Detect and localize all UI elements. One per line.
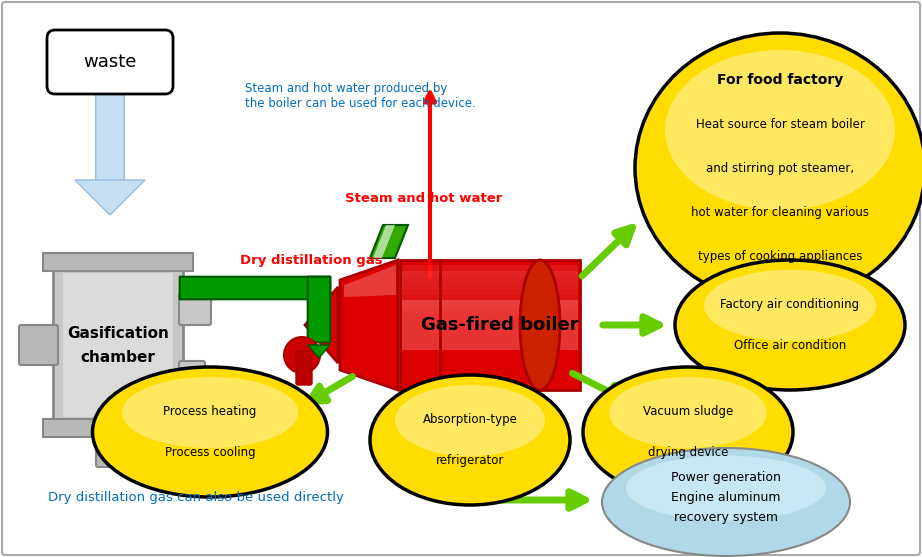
Polygon shape	[308, 345, 330, 358]
FancyBboxPatch shape	[402, 277, 578, 289]
Text: types of cooking appliances: types of cooking appliances	[698, 250, 862, 262]
FancyBboxPatch shape	[402, 283, 578, 295]
FancyBboxPatch shape	[402, 300, 578, 350]
Text: Factory air conditioning: Factory air conditioning	[720, 297, 859, 311]
FancyBboxPatch shape	[402, 265, 578, 277]
FancyBboxPatch shape	[96, 435, 140, 467]
FancyBboxPatch shape	[19, 325, 58, 365]
FancyBboxPatch shape	[96, 90, 124, 180]
FancyBboxPatch shape	[179, 361, 205, 387]
Text: Office air condition: Office air condition	[734, 339, 846, 352]
Polygon shape	[370, 225, 408, 258]
FancyBboxPatch shape	[43, 253, 193, 271]
Text: Dry distillation gas can also be used directly: Dry distillation gas can also be used di…	[48, 491, 344, 505]
Text: Steam and hot water produced by
the boiler can be used for each device.: Steam and hot water produced by the boil…	[245, 82, 476, 110]
Text: For food factory: For food factory	[717, 73, 843, 87]
Text: Process heating: Process heating	[163, 405, 256, 418]
Ellipse shape	[602, 448, 850, 556]
FancyBboxPatch shape	[402, 271, 578, 283]
Text: recovery system: recovery system	[674, 511, 778, 525]
Polygon shape	[340, 260, 398, 390]
Text: waste: waste	[83, 53, 136, 71]
Ellipse shape	[122, 377, 298, 448]
FancyBboxPatch shape	[400, 260, 580, 390]
Ellipse shape	[675, 260, 905, 390]
Text: Engine aluminum: Engine aluminum	[671, 491, 781, 505]
Ellipse shape	[92, 367, 327, 497]
Ellipse shape	[395, 385, 545, 456]
Ellipse shape	[583, 367, 793, 497]
Ellipse shape	[703, 270, 876, 341]
Text: drying device: drying device	[648, 446, 728, 460]
Polygon shape	[373, 225, 395, 258]
FancyBboxPatch shape	[53, 265, 183, 425]
Ellipse shape	[635, 33, 922, 303]
Ellipse shape	[665, 50, 895, 210]
Text: Gasification: Gasification	[67, 325, 169, 340]
Circle shape	[284, 337, 320, 373]
Ellipse shape	[370, 375, 570, 505]
FancyBboxPatch shape	[63, 273, 173, 417]
FancyBboxPatch shape	[47, 30, 173, 94]
Text: Process cooling: Process cooling	[165, 446, 255, 460]
Text: refrigerator: refrigerator	[436, 455, 504, 467]
Text: Steam and hot water: Steam and hot water	[345, 192, 502, 204]
Polygon shape	[75, 180, 145, 215]
Ellipse shape	[609, 377, 767, 448]
Text: chamber: chamber	[80, 349, 156, 364]
Polygon shape	[305, 287, 338, 363]
Text: Dry distillation gas: Dry distillation gas	[240, 253, 383, 266]
Ellipse shape	[626, 456, 826, 520]
Text: Power generation: Power generation	[671, 471, 781, 485]
Text: and stirring pot steamer,: and stirring pot steamer,	[706, 162, 854, 174]
FancyBboxPatch shape	[308, 277, 330, 343]
FancyBboxPatch shape	[43, 419, 193, 437]
FancyBboxPatch shape	[179, 293, 211, 325]
Text: Absorption-type: Absorption-type	[422, 413, 517, 426]
Text: hot water for cleaning various: hot water for cleaning various	[691, 206, 869, 218]
Text: Gas-fired boiler: Gas-fired boiler	[421, 316, 579, 334]
FancyBboxPatch shape	[296, 351, 312, 385]
Ellipse shape	[520, 260, 560, 390]
Text: Vacuum sludge: Vacuum sludge	[643, 405, 733, 418]
FancyBboxPatch shape	[180, 277, 330, 299]
Text: Heat source for steam boiler: Heat source for steam boiler	[695, 118, 865, 130]
Polygon shape	[344, 265, 396, 297]
